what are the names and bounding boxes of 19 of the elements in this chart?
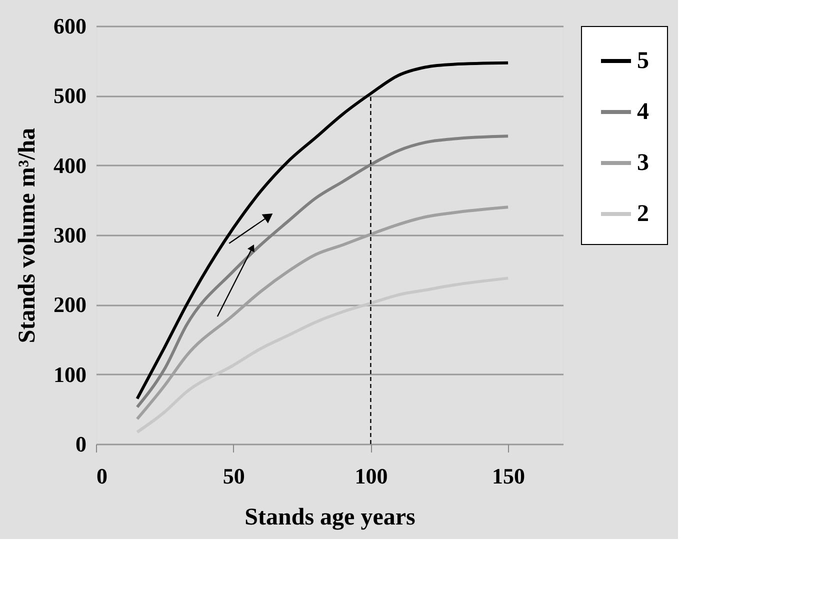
x-axis-title: Stands age years: [244, 504, 416, 530]
legend-label: 5: [637, 48, 649, 74]
line-series: [136, 276, 510, 434]
y-tick-label: 200: [54, 292, 86, 318]
legend-label: 4: [637, 99, 649, 125]
x-tick-label: 100: [354, 464, 388, 488]
legend-label: 2: [637, 201, 649, 227]
y-tick-label: 0: [76, 432, 86, 456]
y-tick-label: 500: [54, 83, 86, 108]
y-tick-label: 300: [54, 222, 86, 248]
x-tick-label: 150: [492, 464, 526, 488]
y-tick-label: 600: [54, 14, 86, 38]
legend-label: 3: [637, 150, 649, 176]
line-series: [136, 134, 510, 409]
y-axis-title: Stands volume m³/ha: [14, 128, 40, 344]
y-tick-label: 400: [54, 152, 86, 178]
y-tick-label: 100: [54, 362, 86, 387]
x-tick-label: 0: [96, 464, 108, 488]
x-tick-label: 50: [222, 464, 245, 488]
